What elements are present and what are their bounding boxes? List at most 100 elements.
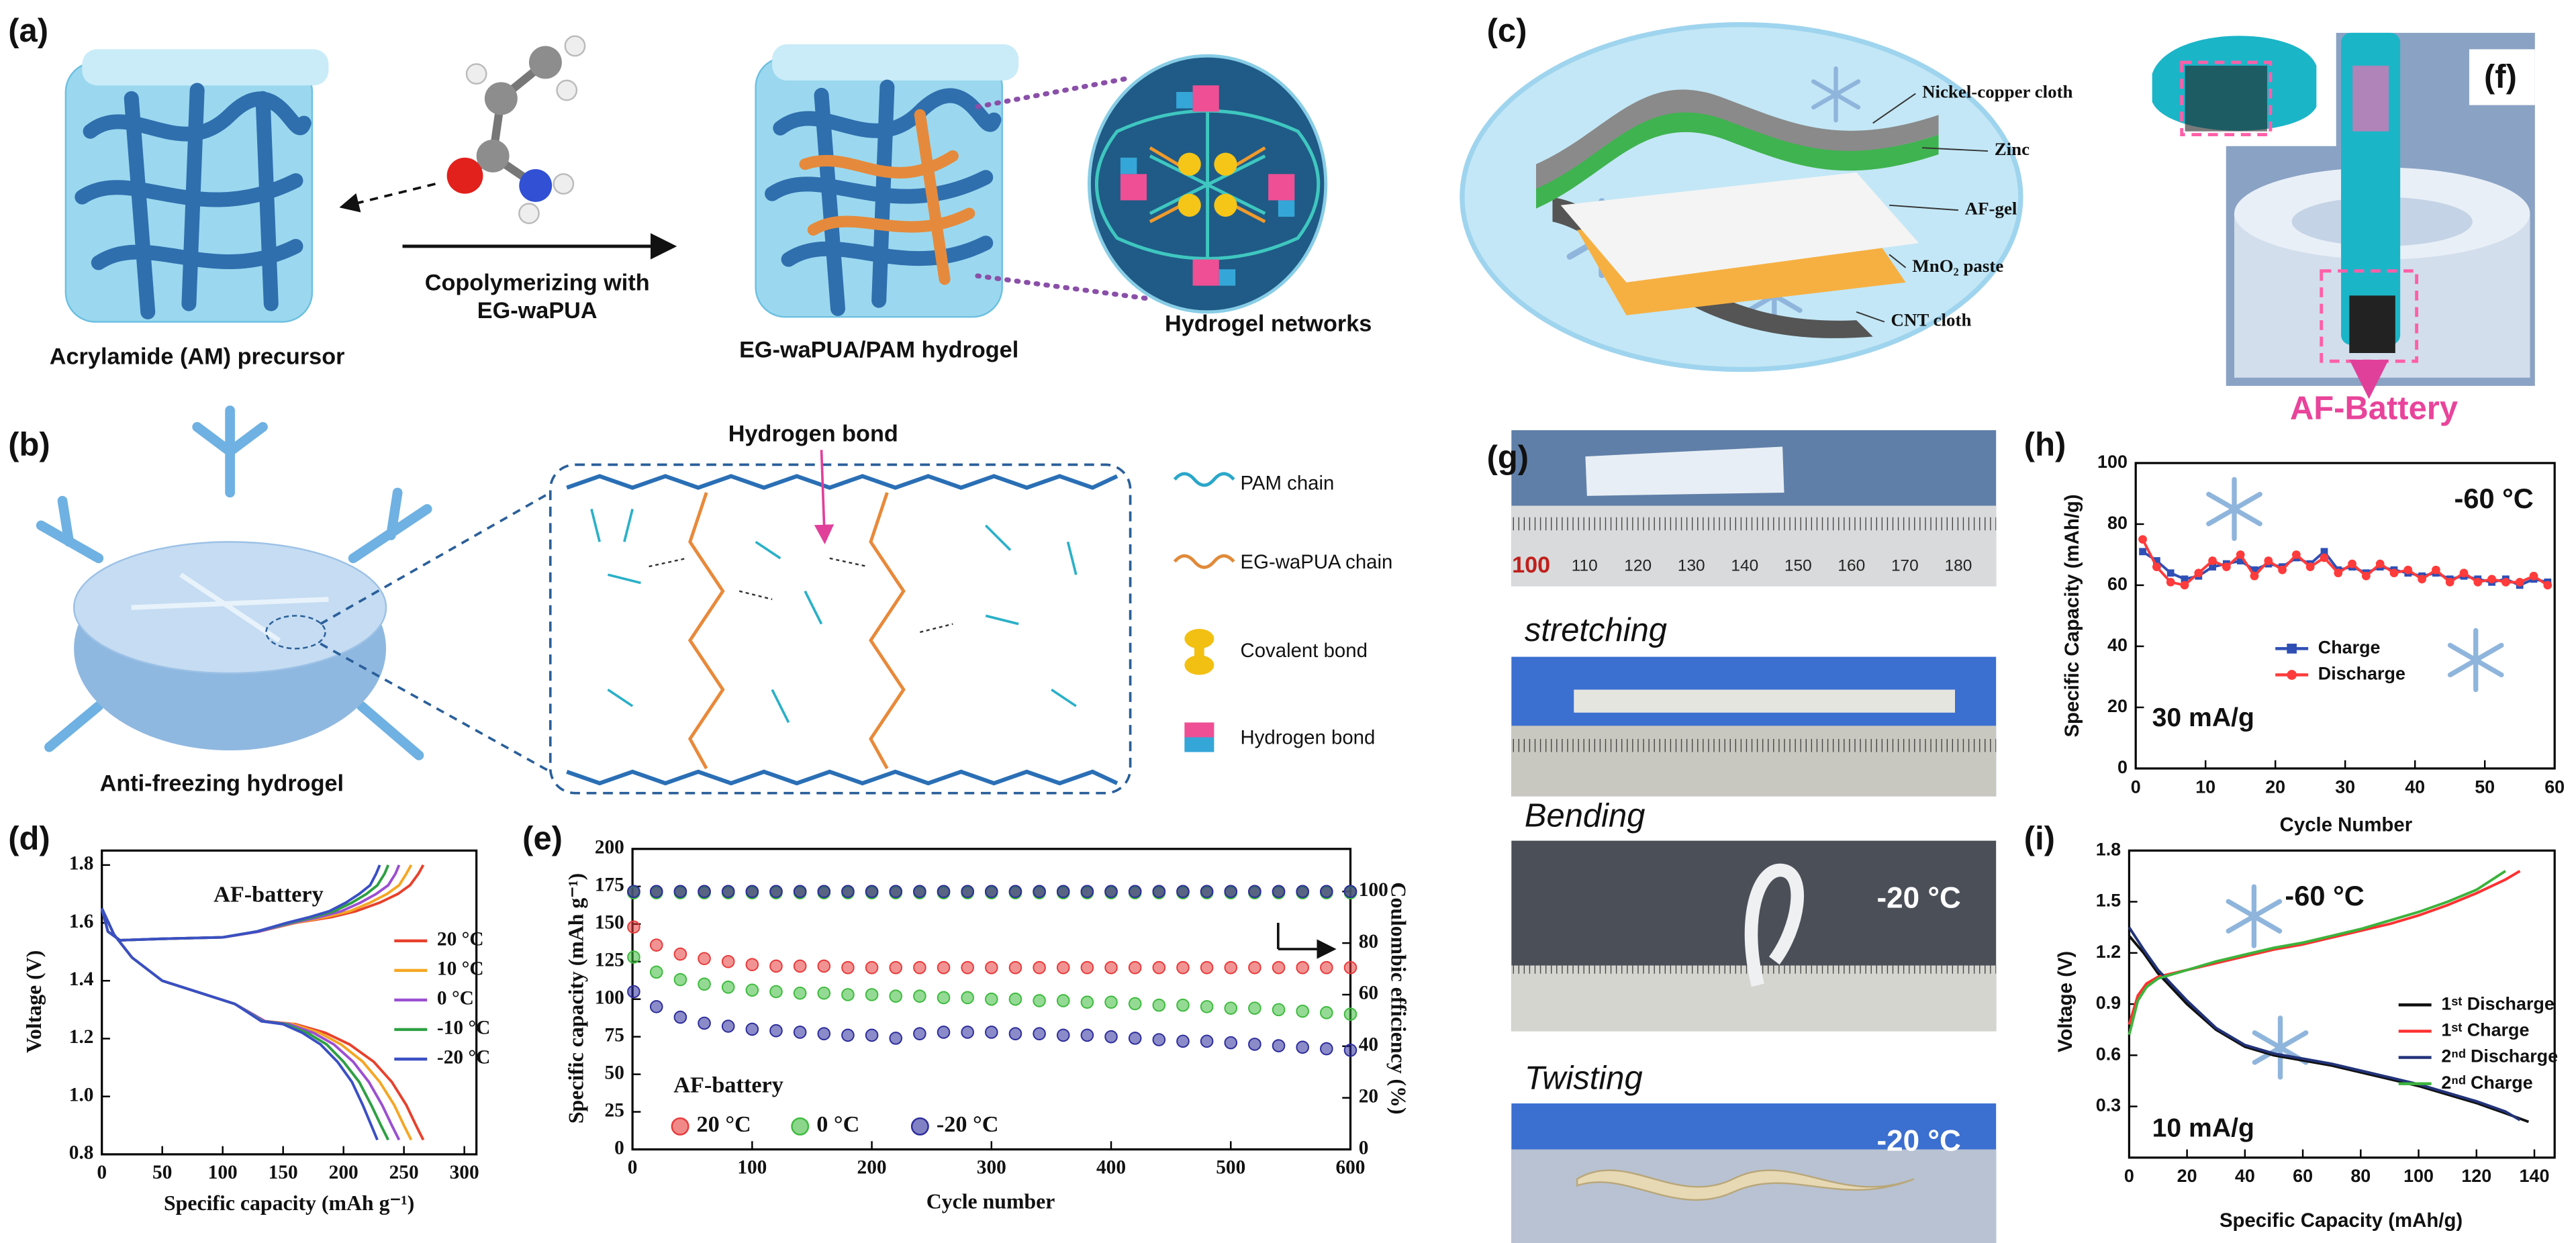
data-point [2250, 571, 2259, 581]
data-point [2236, 557, 2244, 564]
x-tick-label: 0 [628, 1157, 638, 1179]
panel-g-photos [1744, 863, 1804, 987]
panel-a-illustration [1214, 152, 1237, 176]
data-point [2166, 578, 2175, 587]
panel-a-illustration [1214, 193, 1237, 217]
data-point [1008, 960, 1022, 975]
y2-tick-label: 60 [1359, 983, 1378, 1004]
data-point [1104, 1030, 1118, 1044]
panel-label: (c) [1487, 13, 1527, 49]
legend-label: 10 °C [437, 958, 484, 980]
data-point [1272, 885, 1286, 899]
data-point [889, 960, 903, 975]
data-line [2141, 538, 2548, 587]
y-tick-label: 1.4 [69, 968, 94, 990]
panel-a-illustration [1192, 259, 1219, 286]
data-point [1056, 885, 1070, 899]
axis-arrow [1276, 922, 1337, 959]
data-point [1152, 998, 1166, 1012]
photo-caption: Bending [1525, 797, 1645, 834]
data-point [2473, 578, 2483, 587]
data-line [100, 864, 381, 942]
x-tick-label: 140 [2520, 1166, 2550, 1186]
data-point [1320, 1042, 1333, 1056]
snowflake [2450, 630, 2501, 689]
data-point [985, 992, 998, 1006]
y2-tick-label: 40 [1359, 1034, 1378, 1056]
data-line [100, 907, 390, 1141]
data-point [745, 885, 759, 899]
data-point [2389, 568, 2399, 578]
panel-label: (f) [2484, 58, 2517, 95]
panel-a-illustration [1176, 92, 1193, 109]
legend-label: 0 °C [437, 988, 474, 1009]
y-tick-label: 60 [2107, 574, 2128, 594]
data-point [698, 977, 711, 991]
y-tick-label: 40 [2107, 635, 2128, 655]
panel-c-illustration [1536, 109, 1939, 209]
data-point [2487, 575, 2496, 584]
data-point [1343, 1044, 1357, 1057]
panel-a-illustration [1192, 85, 1219, 112]
data-point [1248, 960, 1261, 975]
panel-b-illustration [566, 769, 1118, 786]
data-point [745, 1022, 759, 1036]
y-tick-label: 0 [2117, 757, 2128, 777]
data-line [100, 907, 413, 1141]
x-tick-label: 300 [977, 1157, 1006, 1179]
data-point [2138, 535, 2147, 544]
legend-label: 0 °C [816, 1111, 859, 1137]
data-point [1200, 960, 1214, 975]
panel-g-photos [1511, 726, 1997, 797]
x-axis-label: Specific capacity (mAh g⁻¹) [164, 1191, 414, 1215]
data-point [2403, 565, 2413, 575]
data-line [2128, 926, 2521, 1122]
panel-a-illustration [1120, 157, 1137, 175]
x-tick-label: 80 [2350, 1166, 2371, 1186]
data-point [1296, 960, 1309, 975]
legend-symbol [910, 1117, 929, 1136]
x-tick-label: 300 [450, 1162, 479, 1183]
data-point [1248, 1038, 1261, 1051]
panel-b-illustration [1173, 554, 1235, 569]
data-point [1176, 1034, 1190, 1048]
illustration-label: Hydrogel networks [1165, 311, 1372, 336]
panel-a-illustration [975, 273, 1153, 301]
panel-g-photos [1585, 446, 1784, 496]
legend-label: Discharge [2318, 664, 2405, 684]
y-tick-label: 1.6 [69, 911, 94, 932]
annotation: 10 mA/g [2152, 1114, 2254, 1143]
data-point [937, 1026, 951, 1039]
data-point [1224, 885, 1238, 899]
data-point [2418, 575, 2426, 584]
x-tick-label: 20 [2265, 777, 2285, 797]
x-tick-label: 120 [2461, 1166, 2491, 1186]
panel-b-illustration [738, 590, 773, 601]
data-point [961, 960, 974, 975]
y2-tick-label: 0 [1359, 1137, 1369, 1158]
data-point [889, 1032, 903, 1045]
ruler-number: 180 [1944, 557, 1972, 575]
data-point [1224, 960, 1238, 975]
x-tick-label: 500 [1216, 1157, 1245, 1179]
data-point [1343, 1007, 1357, 1021]
panel-c-illustration [1922, 147, 1988, 152]
data-point [649, 1000, 663, 1013]
x-tick-label: 60 [2544, 777, 2565, 797]
panel-b-illustration [814, 450, 834, 545]
legend-label: 2ⁿᵈ Charge [2441, 1073, 2532, 1093]
data-point [1008, 885, 1022, 899]
x-tick-label: 40 [2405, 777, 2425, 797]
data-point [698, 952, 711, 966]
data-point [2194, 568, 2203, 578]
data-point [913, 885, 926, 899]
ruler-number: 150 [1784, 557, 1812, 575]
ruler-number: 140 [1731, 557, 1758, 575]
arrow-label: Copolymerizing with [425, 270, 650, 295]
data-point [721, 1020, 735, 1033]
ruler-number: 100 [1512, 552, 1550, 578]
x-axis-label: Cycle Number [2280, 813, 2412, 836]
panel-b-illustration [649, 557, 953, 634]
panel-g-photos [1511, 505, 1997, 587]
illustration-label: Anti-freezing hydrogel [100, 770, 344, 796]
